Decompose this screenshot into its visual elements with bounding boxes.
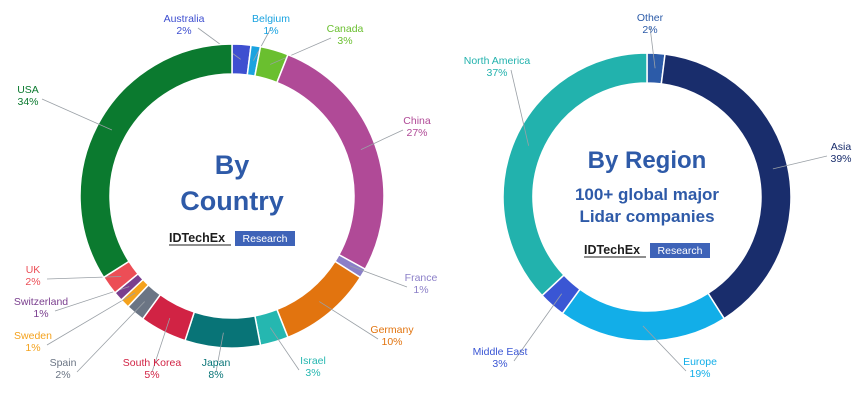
slice-label-spain: Spain bbox=[50, 357, 77, 369]
slice-value-usa: 34% bbox=[17, 96, 38, 108]
leader-line-germany bbox=[319, 301, 379, 340]
slice-value-uk: 2% bbox=[25, 276, 40, 288]
slice-label-canada: Canada bbox=[327, 23, 364, 35]
leader-line-japan bbox=[215, 332, 224, 373]
leader-line-france bbox=[349, 265, 408, 288]
slice-value-germany: 10% bbox=[381, 336, 402, 348]
leader-line-china bbox=[360, 129, 404, 150]
logo-tag-box bbox=[235, 231, 295, 246]
slice-japan bbox=[184, 311, 262, 349]
idtechex-logo: IDTechEx Research bbox=[169, 231, 295, 246]
slice-value-belgium: 1% bbox=[263, 25, 278, 37]
slice-north-america bbox=[502, 52, 648, 297]
slice-value-switzerland: 1% bbox=[33, 308, 48, 320]
slice-label-other: Other bbox=[637, 12, 664, 24]
center-title-line: Country bbox=[180, 186, 284, 216]
slice-value-japan: 8% bbox=[208, 369, 223, 381]
leader-line-uk bbox=[46, 276, 122, 280]
slice-value-asia: 39% bbox=[830, 153, 851, 165]
logo-tag-box bbox=[650, 243, 710, 258]
center-title-line: By bbox=[215, 150, 250, 180]
slice-label-china: China bbox=[403, 115, 431, 127]
slice-label-france: France bbox=[405, 272, 438, 284]
slice-value-france: 1% bbox=[413, 284, 428, 296]
leader-line-asia bbox=[772, 155, 828, 170]
logo-brand-text: IDTechEx bbox=[584, 243, 640, 257]
slice-value-spain: 2% bbox=[55, 369, 70, 381]
center-title-line: By Region bbox=[588, 147, 707, 174]
slice-label-israel: Israel bbox=[300, 355, 326, 367]
slice-label-asia: Asia bbox=[831, 141, 852, 153]
slice-value-sweden: 1% bbox=[25, 342, 40, 354]
leader-line-belgium bbox=[253, 27, 272, 61]
idtechex-logo: IDTechEx Research bbox=[584, 243, 710, 258]
leader-line-spain bbox=[76, 301, 145, 373]
slice-value-middle-east: 3% bbox=[492, 358, 507, 370]
slice-value-north-america: 37% bbox=[486, 67, 507, 79]
slice-label-south-korea: South Korea bbox=[123, 357, 182, 369]
slice-label-europe: Europe bbox=[683, 356, 717, 368]
slice-label-uk: UK bbox=[26, 264, 41, 276]
center-subtitle-line: Lidar companies bbox=[579, 207, 714, 226]
leader-line-south-korea bbox=[151, 317, 171, 373]
slice-label-australia: Australia bbox=[164, 13, 205, 25]
slice-label-usa: USA bbox=[17, 84, 39, 96]
slice-label-belgium: Belgium bbox=[252, 13, 290, 25]
slice-europe bbox=[561, 288, 726, 342]
slice-germany bbox=[275, 260, 362, 339]
slice-label-middle-east: Middle East bbox=[473, 346, 528, 358]
slice-label-germany: Germany bbox=[370, 324, 414, 336]
center-subtitle-line: 100+ global major bbox=[575, 185, 719, 204]
logo-brand-text: IDTechEx bbox=[169, 231, 225, 245]
logo-tag-text: Research bbox=[243, 233, 288, 245]
slice-label-switzerland: Switzerland bbox=[14, 296, 68, 308]
leader-line-europe bbox=[642, 325, 687, 372]
leader-line-sweden bbox=[46, 292, 136, 346]
leader-line-north-america bbox=[510, 69, 529, 146]
slice-label-sweden: Sweden bbox=[14, 330, 52, 342]
leader-line-other bbox=[649, 26, 656, 69]
slice-value-other: 2% bbox=[642, 24, 657, 36]
leader-line-israel bbox=[269, 327, 300, 371]
slice-value-israel: 3% bbox=[305, 367, 320, 379]
slice-value-china: 27% bbox=[406, 127, 427, 139]
slice-label-north-america: North America bbox=[464, 55, 531, 67]
leader-line-canada bbox=[270, 37, 332, 65]
leader-line-australia bbox=[197, 27, 241, 60]
slice-value-australia: 2% bbox=[176, 25, 191, 37]
slice-value-europe: 19% bbox=[689, 368, 710, 380]
slice-usa bbox=[79, 43, 233, 279]
slice-label-japan: Japan bbox=[202, 357, 231, 369]
leader-line-middle-east bbox=[513, 293, 563, 362]
leader-line-usa bbox=[41, 98, 113, 131]
logo-tag-text: Research bbox=[658, 245, 703, 257]
slice-value-south-korea: 5% bbox=[144, 369, 159, 381]
slice-value-canada: 3% bbox=[337, 35, 352, 47]
